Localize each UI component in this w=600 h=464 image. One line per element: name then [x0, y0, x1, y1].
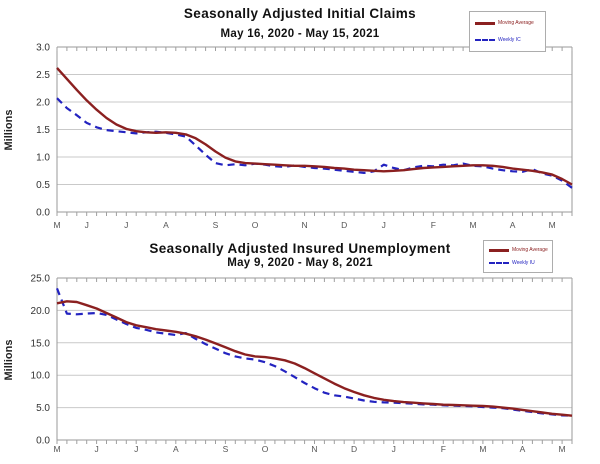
svg-text:M: M	[53, 444, 60, 454]
legend-label-weekly-iu: Weekly IU	[512, 259, 535, 266]
svg-text:J: J	[124, 220, 128, 230]
svg-text:1.0: 1.0	[36, 153, 50, 164]
svg-text:M: M	[559, 444, 566, 454]
legend-entry-weekly-ic: Weekly IC	[475, 37, 540, 43]
svg-text:10.0: 10.0	[31, 371, 51, 382]
initial-claims-chart: 3.0 2.5 2.0 1.5 1.0 0.5 0.0 M J J A S O N D J F M A M Seaso…	[3, 6, 573, 230]
chart-title: Seasonally Adjusted Initial Claims	[183, 6, 417, 21]
svg-text:3.0: 3.0	[36, 43, 50, 54]
weekly-ic-line-swatch	[475, 38, 495, 41]
svg-text:25.0: 25.0	[31, 274, 51, 285]
y-axis-label: Millions	[3, 339, 15, 381]
svg-text:M: M	[469, 220, 476, 230]
svg-text:5.0: 5.0	[36, 403, 50, 414]
svg-text:D: D	[341, 220, 347, 230]
svg-text:20.0: 20.0	[31, 306, 51, 317]
svg-text:O: O	[262, 444, 269, 454]
legend-entry-weekly-iu: Weekly IU	[489, 260, 547, 266]
insured-unemployment-plot-area: 25.020.015.010.05.00.0M J J A S O N D J F M A M	[31, 274, 573, 454]
svg-text:15.0: 15.0	[31, 338, 51, 349]
svg-text:J: J	[85, 220, 89, 230]
legend-label-moving-average: Moving Average	[512, 247, 548, 254]
chart-subtitle: May 9, 2020 - May 8, 2021	[227, 257, 373, 269]
svg-text:M: M	[53, 220, 60, 230]
svg-text:J: J	[134, 444, 138, 454]
svg-text:D: D	[351, 444, 357, 454]
legend-label-weekly-ic: Weekly IC	[498, 36, 521, 43]
svg-text:F: F	[441, 444, 446, 454]
legend-entry-moving-average: Moving Average	[489, 247, 548, 254]
legend-label-moving-average: Moving Average	[498, 20, 534, 27]
legend: Moving Average Weekly IU	[483, 240, 553, 273]
svg-text:0.0: 0.0	[36, 208, 50, 219]
svg-text:M: M	[549, 220, 556, 230]
chart-subtitle: May 16, 2020 - May 15, 2021	[220, 28, 380, 40]
svg-text:N: N	[311, 444, 317, 454]
svg-text:1.5: 1.5	[36, 125, 50, 136]
svg-text:J: J	[382, 220, 386, 230]
svg-text:S: S	[213, 220, 219, 230]
insured-unemployment-chart: 25.0 20.0 15.0 10.0 5.0 0.0 M J J A S O N D J F M A M Seas…	[0, 232, 600, 464]
svg-text:F: F	[431, 220, 436, 230]
svg-text:J: J	[94, 444, 98, 454]
svg-text:2.0: 2.0	[36, 98, 50, 109]
svg-text:A: A	[173, 444, 179, 454]
svg-text:M: M	[479, 444, 486, 454]
chart-title: Seasonally Adjusted Insured Unemployment	[149, 241, 451, 256]
legend-entry-moving-average: Moving Average	[475, 20, 540, 26]
svg-text:O: O	[252, 220, 259, 230]
svg-text:J: J	[392, 444, 396, 454]
svg-text:S: S	[223, 444, 229, 454]
svg-text:A: A	[510, 220, 516, 230]
initial-claims-plot-area: 3.02.52.01.51.00.50.0M J J A S O N D J F M A M	[36, 43, 573, 230]
svg-text:A: A	[163, 220, 169, 230]
y-axis-label: Millions	[3, 109, 15, 151]
svg-text:0.0: 0.0	[36, 436, 50, 447]
moving-average-line-swatch	[489, 248, 509, 252]
svg-text:A: A	[520, 444, 526, 454]
svg-text:N: N	[302, 220, 308, 230]
svg-text:2.5: 2.5	[36, 70, 50, 81]
weekly-iu-line-swatch	[489, 261, 509, 264]
svg-text:0.5: 0.5	[36, 180, 50, 191]
moving-average-line-swatch	[475, 21, 495, 25]
legend: Moving Average Weekly IC	[469, 11, 546, 52]
